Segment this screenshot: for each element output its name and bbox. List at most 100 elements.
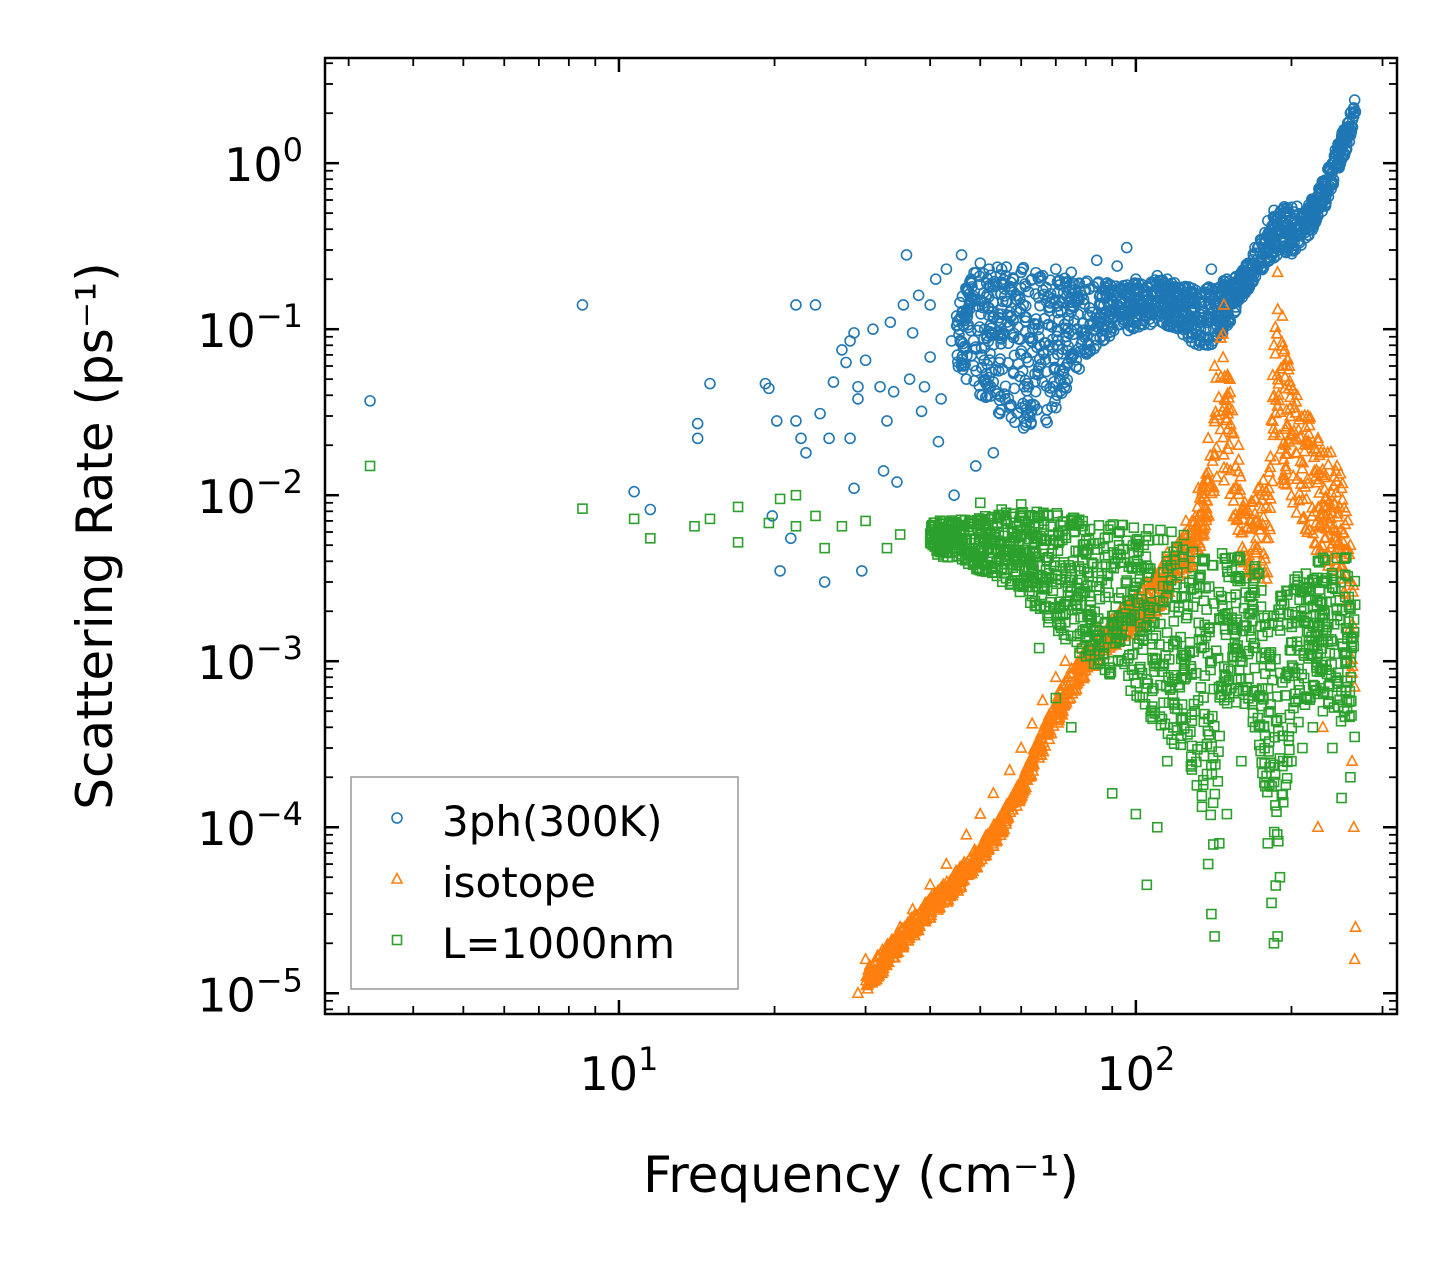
isotope-point: [1036, 693, 1049, 706]
l-1000nm-band-point: [1026, 575, 1037, 586]
3ph-300k--band-point: [1124, 319, 1136, 332]
3ph-300k--legend-marker: [391, 812, 403, 824]
l-1000nm-band-point: [1140, 531, 1152, 542]
l-1000nm-band-point: [1092, 544, 1103, 555]
isotope-band-point: [1216, 350, 1230, 363]
l-1000nm-band-point: [1198, 692, 1209, 703]
l-1000nm-point: [1189, 705, 1201, 717]
isotope-band-point: [1279, 462, 1293, 475]
l-1000nm-band-point: [1128, 609, 1140, 621]
3ph-300k--band-point: [991, 279, 1003, 292]
3ph-300k--band-point: [1007, 331, 1020, 344]
3ph-300k--band-point: [1024, 331, 1037, 344]
3ph-300k--point: [840, 356, 852, 369]
l-1000nm-band-point: [1155, 524, 1166, 536]
isotope-band-point: [1264, 449, 1277, 462]
3ph-300k--point: [814, 407, 826, 420]
3ph-300k--point: [903, 373, 916, 385]
3ph-300k--band-point: [1164, 315, 1177, 327]
l-1000nm-band-point: [1299, 699, 1311, 711]
3ph-300k--point: [1274, 207, 1286, 219]
3ph-300k--band-point: [1029, 288, 1042, 300]
isotope-point: [893, 919, 907, 932]
l-1000nm-band-point: [1342, 571, 1354, 582]
l-1000nm-band-point: [1262, 626, 1274, 638]
l-1000nm-band-point: [940, 515, 952, 527]
l-1000nm-band-point: [1087, 640, 1098, 651]
l-1000nm-band-point: [1072, 577, 1083, 589]
l-1000nm-band-point: [1233, 570, 1244, 582]
3ph-300k--band-point: [978, 354, 990, 367]
3ph-300k--point: [691, 417, 704, 430]
3ph-300k--point: [900, 249, 913, 261]
l-1000nm-point: [836, 520, 848, 532]
isotope-point: [1025, 716, 1039, 729]
l-1000nm-band-point: [1158, 567, 1169, 578]
isotope-band-point: [1256, 472, 1270, 486]
l-1000nm-band-point: [1231, 554, 1243, 565]
isotope-band-point: [1210, 469, 1224, 482]
l-1000nm-band-point: [1214, 730, 1226, 742]
3ph-300k--point: [1180, 294, 1192, 306]
3ph-300k--band-point: [1245, 257, 1257, 270]
isotope-band-point: [1275, 335, 1289, 348]
l-1000nm-band-point: [1155, 618, 1166, 630]
isotope-band-point: [904, 920, 918, 933]
l-1000nm-band-point: [1052, 510, 1064, 521]
3ph-300k--point: [1161, 273, 1174, 286]
l-1000nm-band-point: [1345, 632, 1357, 644]
l-1000nm-band-point: [1178, 723, 1190, 734]
isotope-band-point: [862, 962, 875, 975]
isotope-band-point: [1312, 465, 1326, 478]
3ph-300k--band-point: [1159, 289, 1171, 302]
isotope-band-point: [969, 848, 983, 861]
legend-marker-isotope: [390, 871, 404, 884]
isotope-band-point: [1072, 661, 1085, 674]
l-1000nm-band-point: [1289, 667, 1301, 678]
l-1000nm-band-point: [1188, 698, 1200, 710]
3ph-300k--band-point: [983, 309, 995, 322]
l-1000nm-band-point: [1229, 643, 1241, 655]
l-1000nm-band-point: [1060, 571, 1072, 582]
isotope-band-point: [1311, 434, 1325, 447]
l-1000nm-band-point: [1150, 630, 1162, 641]
3ph-300k--band-point: [1053, 313, 1065, 326]
3ph-300k--point: [1026, 273, 1038, 286]
l-1000nm-band-point: [1293, 679, 1305, 690]
l-1000nm-band-point: [1328, 618, 1340, 630]
l-1000nm-band-point: [1182, 609, 1193, 621]
l-1000nm-point: [704, 513, 716, 525]
3ph-300k--band-point: [1194, 323, 1207, 336]
l-1000nm-band-point: [1264, 779, 1275, 791]
3ph-300k--band-point: [1078, 331, 1091, 343]
3ph-300k--point: [1249, 241, 1261, 254]
isotope-band-point: [1282, 434, 1296, 447]
l-1000nm-band-point: [1239, 698, 1250, 710]
l-1000nm-band-point: [1231, 674, 1242, 685]
3ph-300k--band-point: [1180, 322, 1192, 334]
l-1000nm-band-point: [1113, 527, 1125, 539]
l-1000nm-band-point: [1120, 635, 1131, 647]
isotope-band-point: [1236, 540, 1249, 553]
l-1000nm-point: [1249, 721, 1261, 733]
l-1000nm-band-point: [1249, 587, 1260, 598]
series-L=1000nm: [364, 460, 1361, 949]
isotope-band-point: [885, 937, 898, 950]
l-1000nm-band-point: [1148, 660, 1160, 672]
legend: 3ph(300K) isotope L=1000nm: [350, 776, 739, 990]
isotope-point: [851, 986, 865, 999]
3ph-300k--point: [974, 257, 987, 269]
l-1000nm-band-point: [1085, 604, 1096, 615]
l-1000nm-band-point: [1158, 697, 1169, 708]
3ph-300k--point: [1348, 94, 1361, 106]
3ph-300k--band-point: [1349, 105, 1362, 118]
l-1000nm-band-point: [1161, 555, 1173, 567]
3ph-300k--band-point: [981, 288, 994, 301]
isotope-band-point: [1059, 692, 1073, 705]
isotope-band-point: [1274, 441, 1288, 454]
l-1000nm-band-point: [1203, 581, 1215, 592]
l-1000nm-band-point: [1205, 664, 1216, 676]
l-1000nm-point: [1106, 788, 1118, 799]
l-1000nm-band-point: [1147, 701, 1158, 712]
l-1000nm-band-point: [1281, 618, 1293, 630]
